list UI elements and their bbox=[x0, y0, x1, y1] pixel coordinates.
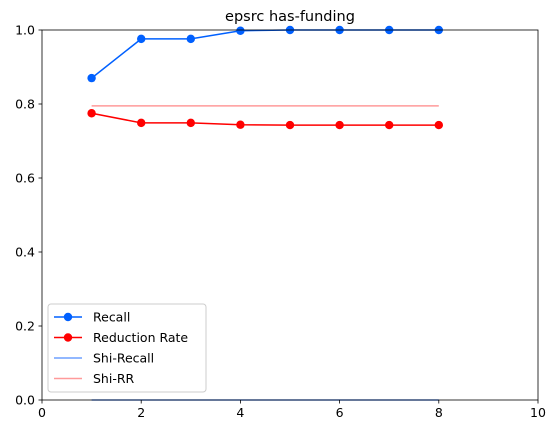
data-point-reduction-rate bbox=[335, 120, 344, 130]
y-tick-label: 0.0 bbox=[15, 393, 35, 408]
y-tick-label: 0.2 bbox=[15, 319, 35, 334]
legend-label-recall: Recall bbox=[93, 310, 130, 325]
series-line-reduction-rate bbox=[91, 112, 439, 126]
legend-marker-reduction-rate bbox=[63, 333, 73, 342]
data-point-recall bbox=[186, 34, 195, 44]
x-tick-label: 8 bbox=[435, 405, 443, 420]
y-tick-label: 1.0 bbox=[15, 23, 35, 38]
x-tick-label: 6 bbox=[336, 405, 344, 420]
axes-layer: 0 2 4 6 8 10 0.0 0.2 0.4 0.6 0.8 1.0 bbox=[15, 23, 546, 421]
data-point-recall bbox=[137, 34, 146, 44]
y-tick-label: 0.4 bbox=[15, 245, 35, 260]
y-tick-label: 0.8 bbox=[15, 97, 35, 112]
legend-label-reduction-rate: Reduction Rate bbox=[93, 330, 188, 345]
legend-label-shi-rr: Shi-RR bbox=[93, 371, 135, 386]
x-tick-label: 4 bbox=[236, 405, 244, 420]
data-point-reduction-rate bbox=[236, 120, 245, 129]
y-tick-label: 0.6 bbox=[15, 171, 35, 186]
x-tick-label: 10 bbox=[530, 405, 546, 420]
data-point-recall bbox=[236, 26, 245, 35]
legend-label-shi-recall: Shi-Recall bbox=[93, 351, 154, 366]
x-tick-label: 2 bbox=[137, 405, 145, 420]
legend-marker-recall bbox=[63, 312, 73, 322]
legend-box bbox=[47, 303, 207, 393]
data-point-recall bbox=[87, 73, 96, 83]
data-point-reduction-rate bbox=[186, 118, 195, 128]
chart-title: epsrc has-funding bbox=[225, 9, 355, 25]
legend: Recall Reduction Rate Shi-Recall Shi-RR bbox=[47, 303, 207, 393]
data-point-reduction-rate bbox=[87, 109, 96, 118]
data-point-reduction-rate bbox=[434, 120, 443, 130]
data-point-reduction-rate bbox=[137, 118, 146, 128]
axes-frame bbox=[41, 29, 539, 401]
data-point-reduction-rate bbox=[385, 120, 394, 130]
data-point-reduction-rate bbox=[285, 120, 295, 130]
series-reduction-rate bbox=[87, 109, 443, 130]
x-tick-label: 0 bbox=[38, 405, 46, 420]
